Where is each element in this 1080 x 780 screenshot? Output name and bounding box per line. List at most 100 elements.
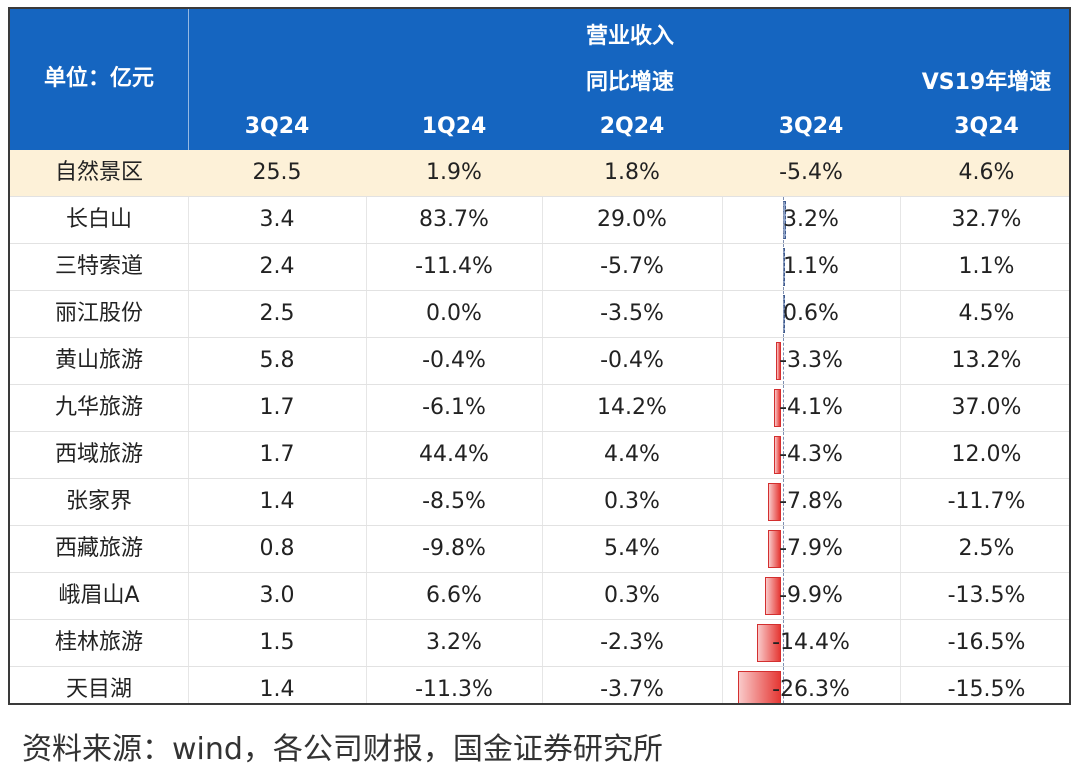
yoy-1q24: 44.4%	[419, 442, 489, 467]
column-separator	[722, 197, 723, 243]
column-separator	[366, 244, 367, 290]
company-name: 桂林旅游	[54, 630, 143, 655]
revenue-3q24: 3.0	[259, 583, 295, 608]
column-separator	[722, 291, 723, 337]
vs19-3q24: 12.0%	[951, 442, 1022, 467]
yoy-1q24: 6.6%	[426, 583, 482, 608]
yoy-3q24: -26.3%	[772, 677, 850, 702]
yoy-2q24: -0.4%	[600, 348, 664, 373]
vs19-label: VS19年增速	[921, 70, 1052, 95]
column-separator	[366, 385, 367, 431]
yoy-3q24: -7.8%	[779, 489, 843, 514]
bar-zero-line	[783, 197, 785, 243]
column-separator	[722, 620, 723, 666]
yoy-1q24: -9.8%	[422, 536, 486, 561]
yoy-1q24: -8.5%	[422, 489, 486, 514]
table-row: 黄山旅游 5.8 -0.4% -0.4% -3.3% 13.2%	[10, 338, 1069, 385]
yoy-2q24: -2.3%	[600, 630, 664, 655]
revenue-3q24: 25.5	[252, 160, 302, 185]
yoy-3q24-bar	[757, 624, 781, 662]
column-separator	[542, 573, 543, 619]
yoy-3q24-bar	[774, 389, 781, 427]
yoy-3q24-bar	[768, 483, 781, 521]
vs19-3q24: 32.7%	[951, 207, 1022, 232]
company-name: 长白山	[65, 207, 132, 232]
revenue-3q24: 1.5	[259, 630, 295, 655]
vs19-3q24: 2.5%	[958, 536, 1015, 561]
yoy-2q24: -3.5%	[600, 301, 664, 326]
column-separator	[900, 385, 901, 431]
header-divider	[188, 9, 189, 150]
bar-zero-line	[783, 338, 785, 384]
vs19-3q24: -16.5%	[947, 630, 1026, 655]
vs19-3q24: 4.5%	[958, 301, 1015, 326]
column-separator	[900, 432, 901, 478]
column-separator	[188, 479, 189, 525]
bar-zero-line	[783, 573, 785, 619]
table-row: 长白山 3.4 83.7% 29.0% 3.2% 32.7%	[10, 197, 1069, 244]
unit-label: 单位：亿元	[43, 66, 154, 91]
column-separator	[188, 432, 189, 478]
yoy-3q24: -14.4%	[772, 630, 850, 655]
column-separator	[722, 573, 723, 619]
yoy-3q24: 3.2%	[783, 207, 839, 232]
yoy-2q24: 14.2%	[597, 395, 667, 420]
yoy-1q24: 83.7%	[419, 207, 489, 232]
yoy-1q24: 1.9%	[426, 160, 482, 185]
column-separator	[366, 291, 367, 337]
vs19-3q24: 37.0%	[951, 395, 1022, 420]
column-separator	[188, 385, 189, 431]
column-separator	[900, 338, 901, 384]
revenue-3q24: 1.7	[259, 395, 295, 420]
column-separator	[722, 667, 723, 703]
column-separator	[900, 244, 901, 290]
revenue-3q24: 0.8	[259, 536, 295, 561]
yoy-3q24-bar	[773, 436, 781, 474]
vs19-3q24: -15.5%	[947, 677, 1026, 702]
bar-zero-line	[783, 432, 785, 478]
column-separator	[542, 338, 543, 384]
column-separator	[900, 291, 901, 337]
column-separator	[900, 197, 901, 243]
table-header: 单位：亿元 营业收入 同比增速 VS19年增速 3Q24 1Q24 2Q24 3…	[10, 9, 1069, 150]
company-name: 峨眉山A	[58, 583, 140, 608]
revenue-3q24: 1.4	[259, 489, 295, 514]
revenue-3q24: 2.5	[259, 301, 295, 326]
yoy-2q24: -5.7%	[600, 254, 664, 279]
yoy-3q24-bar	[775, 342, 781, 380]
revenue-3q24: 3.4	[259, 207, 295, 232]
column-separator	[722, 432, 723, 478]
yoy-1q24: 0.0%	[426, 301, 482, 326]
column-separator	[366, 432, 367, 478]
col-header-2q24: 2Q24	[599, 114, 665, 139]
yoy-1q24: -11.4%	[415, 254, 493, 279]
column-separator	[366, 479, 367, 525]
column-separator	[900, 620, 901, 666]
yoy-3q24-bar	[737, 671, 781, 703]
bar-zero-line	[783, 385, 785, 431]
column-separator	[366, 526, 367, 572]
yoy-2q24: 1.8%	[604, 160, 660, 185]
yoy-label: 同比增速	[585, 70, 674, 95]
vs19-3q24: 13.2%	[951, 348, 1022, 373]
yoy-1q24: -6.1%	[422, 395, 486, 420]
company-name: 西藏旅游	[54, 536, 143, 561]
vs19-3q24: -11.7%	[947, 489, 1026, 514]
table-row: 自然景区 25.5 1.9% 1.8% -5.4% 4.6%	[10, 150, 1069, 197]
column-separator	[188, 197, 189, 243]
column-separator	[366, 667, 367, 703]
table-row: 西域旅游 1.7 44.4% 4.4% -4.3% 12.0%	[10, 432, 1069, 479]
table-row: 峨眉山A 3.0 6.6% 0.3% -9.9% -13.5%	[10, 573, 1069, 620]
column-separator	[188, 338, 189, 384]
yoy-3q24: -9.9%	[779, 583, 843, 608]
yoy-2q24: -3.7%	[600, 677, 664, 702]
revenue-3q24: 2.4	[259, 254, 295, 279]
revenue-3q24: 1.4	[259, 677, 295, 702]
yoy-2q24: 0.3%	[604, 489, 660, 514]
source-note: 资料来源：wind，各公司财报，国金证券研究所	[22, 732, 663, 767]
column-separator	[542, 432, 543, 478]
yoy-3q24: -4.1%	[779, 395, 843, 420]
company-name: 黄山旅游	[54, 348, 143, 373]
column-separator	[542, 244, 543, 290]
column-separator	[366, 197, 367, 243]
